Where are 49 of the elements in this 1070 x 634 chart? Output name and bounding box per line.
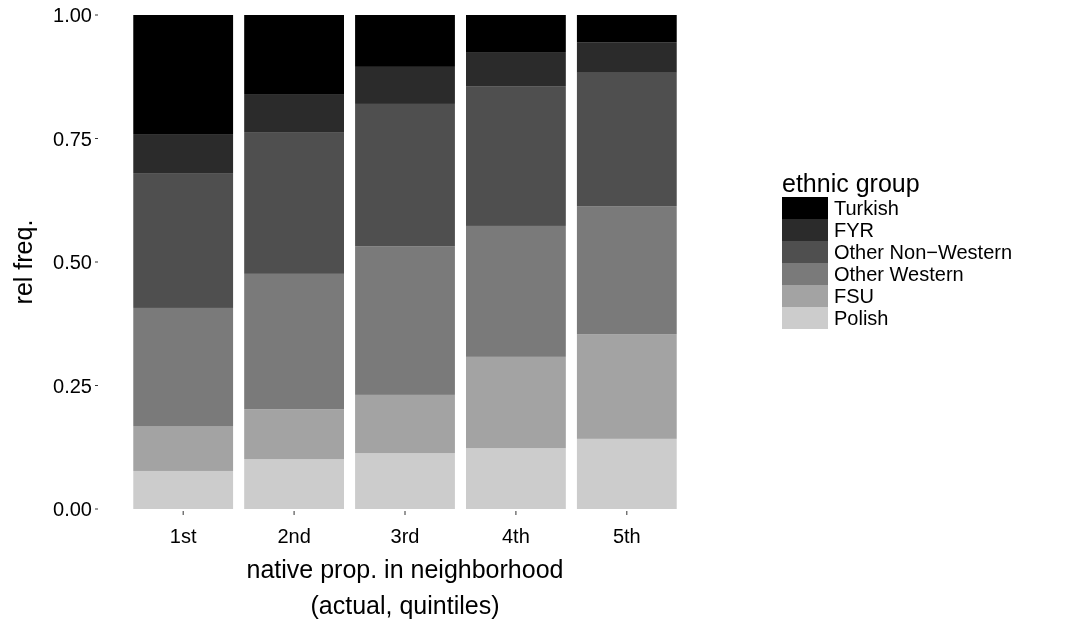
bar [133,134,234,174]
bar [466,52,566,87]
legend-label: FSU [834,285,874,307]
bar [576,438,677,509]
y-tick-label: 0.75 [53,127,92,150]
bar [576,206,677,335]
bar [466,86,566,226]
x-tick-label: 5th [612,525,641,547]
x-tick-label: 1st [169,525,197,547]
bar [355,103,455,247]
bar [576,42,677,73]
bar [133,470,234,509]
legend-label: Turkish [834,197,899,219]
x-tick-label: 2nd [277,525,311,547]
legend-label: Other Western [834,263,964,285]
x-axis-title: native prop. in neighborhood (actual, quintiles) [246,555,564,619]
y-tick-label: 1.00 [53,4,92,26]
bar [466,15,566,53]
bar [244,15,344,95]
bar [576,72,677,207]
bar [133,173,234,308]
x-tick-label: 4th [502,525,530,547]
bar [355,453,455,509]
bar [466,448,566,509]
bar [355,394,455,454]
bar [244,459,344,509]
legend-label: Other Non−Western [834,241,1013,263]
bar [133,15,234,135]
bar [355,66,455,104]
y-tick-label: 0.50 [53,251,92,273]
legend-title: ethnic group [782,169,920,197]
bar [466,356,566,449]
y-tick-label: 0.25 [53,374,92,397]
bar [244,94,344,133]
y-tick-label: 0.00 [53,498,92,520]
legend-label: Polish [834,307,889,329]
bar [244,132,344,274]
y-axis-title: rel freq. [9,219,37,305]
bar [133,426,234,471]
bar [355,15,455,67]
bar [576,334,677,439]
legend-label: FYR [834,219,874,241]
bar [244,273,344,410]
bar [355,246,455,395]
bar [244,409,344,460]
bar [576,15,677,43]
bar [133,307,234,427]
bar [466,225,566,357]
x-tick-label: 3rd [390,525,420,547]
